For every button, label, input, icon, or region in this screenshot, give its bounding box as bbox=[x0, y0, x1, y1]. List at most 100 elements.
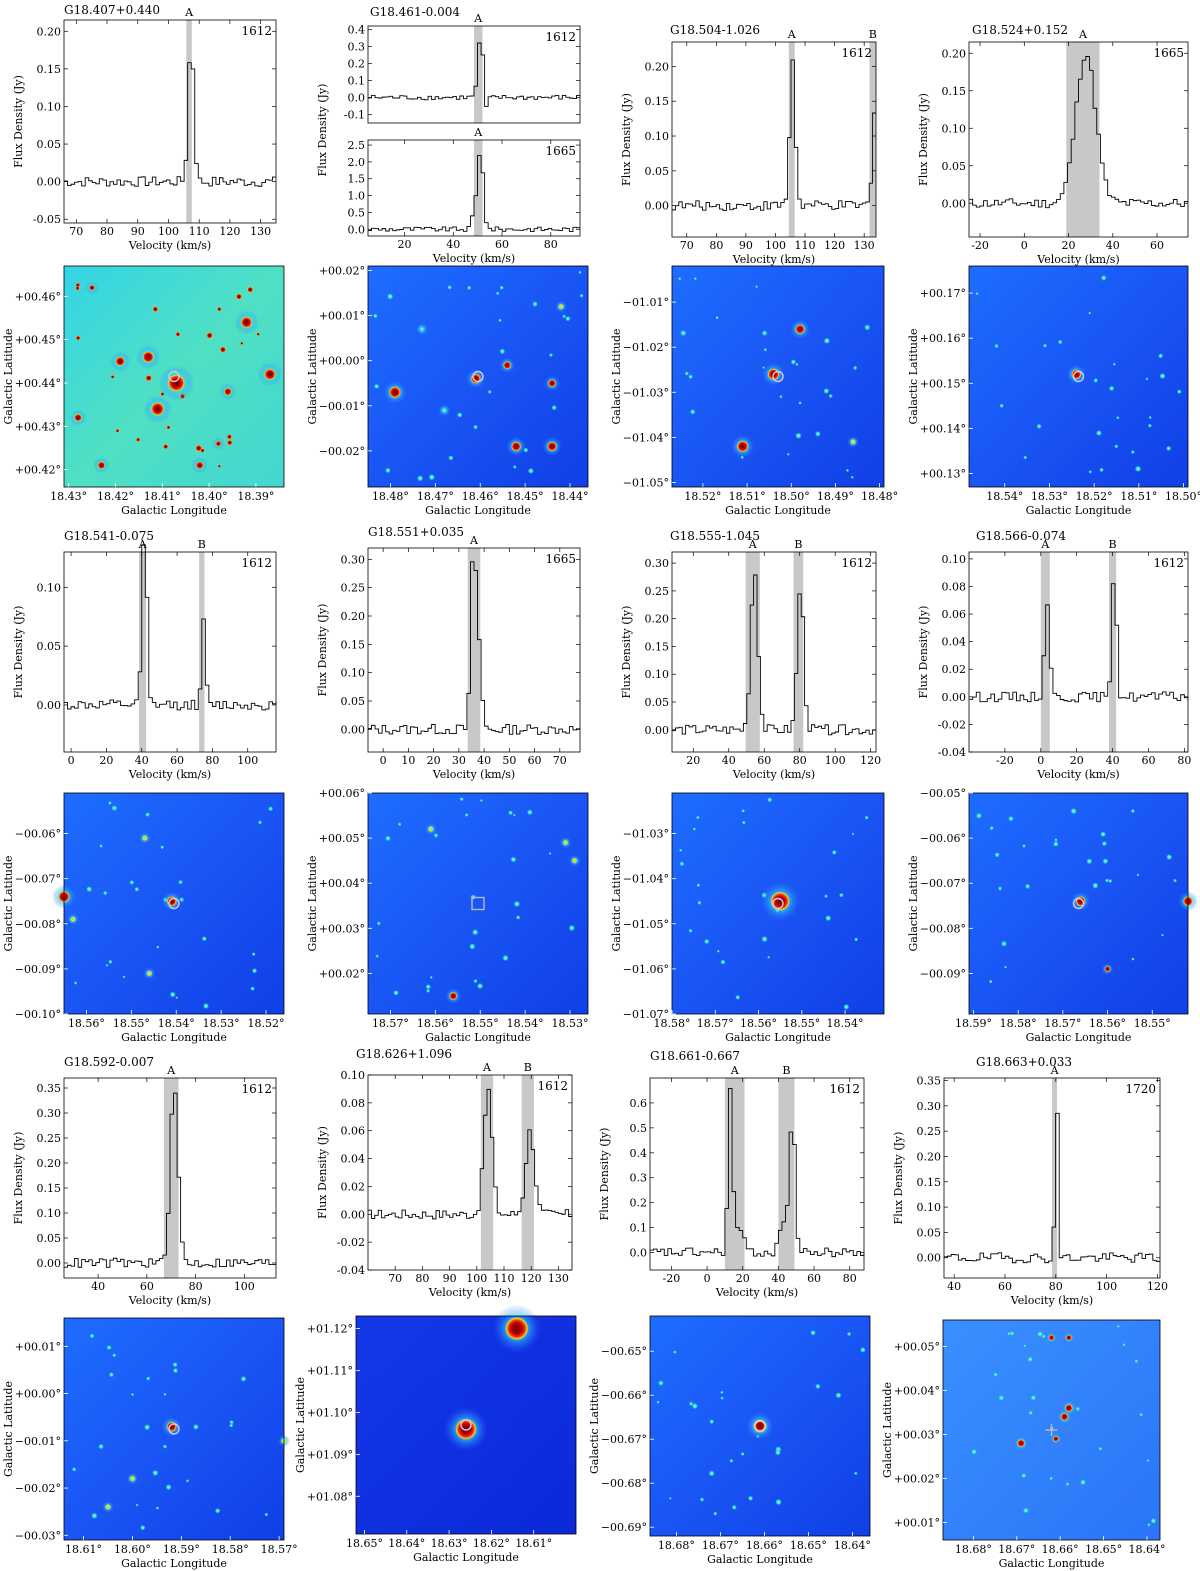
background-star bbox=[823, 337, 831, 345]
background-star bbox=[235, 293, 243, 300]
background-star bbox=[162, 1444, 168, 1449]
component-label: A bbox=[469, 534, 479, 547]
y-tick-label: 0.06 bbox=[341, 1125, 366, 1138]
background-star bbox=[809, 1329, 817, 1336]
plot-frame bbox=[671, 41, 877, 238]
x-tick-label: 130 bbox=[548, 1272, 569, 1285]
y-tick-label: 0.5 bbox=[348, 206, 366, 219]
lat-tick-label: +01.08° bbox=[307, 1490, 353, 1503]
y-tick-label: 0.15 bbox=[917, 1176, 942, 1189]
star bbox=[129, 1475, 136, 1482]
background-star bbox=[1116, 1324, 1121, 1329]
lon-tick-label: 18.56° bbox=[740, 1017, 777, 1030]
background-star bbox=[763, 347, 768, 352]
plot-frame bbox=[968, 41, 1189, 238]
x-tick-label: 20 bbox=[686, 754, 700, 767]
background-star bbox=[416, 474, 424, 482]
background-star bbox=[163, 1392, 167, 1396]
background-star bbox=[1145, 377, 1149, 381]
background-star bbox=[1041, 1334, 1047, 1339]
background-star bbox=[1003, 965, 1008, 969]
y-tick-label: 0.05 bbox=[341, 695, 366, 708]
background-star bbox=[185, 1479, 190, 1483]
y-tick-label: 0.00 bbox=[37, 1257, 62, 1270]
x-tick-label: 100 bbox=[466, 1272, 487, 1285]
y-tick-label: 0.00 bbox=[917, 1252, 942, 1265]
y-tick-label: 0.04 bbox=[942, 636, 967, 649]
background-star bbox=[1148, 415, 1152, 420]
x-tick-label: 70 bbox=[69, 225, 83, 238]
star bbox=[195, 461, 204, 470]
source-marker-circle bbox=[1072, 370, 1085, 383]
x-tick-label: 30 bbox=[452, 754, 466, 767]
star bbox=[105, 1503, 111, 1510]
image-frame bbox=[968, 265, 1189, 488]
background-star bbox=[206, 332, 213, 339]
plot-frame bbox=[968, 551, 1189, 753]
background-star bbox=[384, 835, 392, 842]
background-star bbox=[433, 832, 439, 839]
y-tick-label: 0.3 bbox=[630, 1172, 648, 1185]
background-star bbox=[668, 1496, 672, 1500]
image-x-axis-label: Galactic Longitude bbox=[121, 1557, 227, 1570]
sky-image-panel: 18.54° 18.53° 18.52° 18.51° 18.50° +00.13° +00… bbox=[907, 265, 1200, 517]
background-star bbox=[970, 1448, 978, 1456]
background-star bbox=[219, 346, 227, 353]
x-axis-label: Velocity (km/s) bbox=[428, 1286, 511, 1299]
background-star bbox=[578, 270, 582, 275]
y-tick-label: 0.30 bbox=[341, 553, 366, 566]
x-tick-label: 80 bbox=[843, 1272, 857, 1285]
lon-tick-label: 18.66° bbox=[746, 1539, 783, 1552]
x-axis-label: Velocity (km/s) bbox=[715, 1286, 798, 1299]
background-star bbox=[693, 276, 698, 281]
x-axis-label: Velocity (km/s) bbox=[128, 768, 211, 781]
x-tick-label: 110 bbox=[494, 1272, 515, 1285]
star bbox=[504, 1316, 529, 1341]
background-star bbox=[1172, 878, 1178, 883]
spectrum-panel: A 20 40 60 80 0.0 0.5 1.0 1.5 2.0 2.5 1665 Velocity … bbox=[348, 126, 581, 265]
background-star bbox=[1099, 831, 1107, 838]
background-star bbox=[172, 1367, 179, 1374]
background-star bbox=[247, 286, 254, 293]
background-star bbox=[1157, 353, 1164, 359]
background-star bbox=[89, 1333, 95, 1339]
background-star bbox=[1093, 377, 1099, 384]
x-tick-label: 60 bbox=[1150, 239, 1164, 252]
background-star bbox=[200, 448, 205, 453]
background-star bbox=[729, 1458, 734, 1464]
background-star bbox=[495, 291, 500, 296]
lon-tick-label: 18.56° bbox=[417, 1017, 454, 1030]
component-label: B bbox=[524, 1061, 532, 1074]
lon-tick-label: 18.46° bbox=[462, 490, 499, 503]
background-star bbox=[108, 1371, 115, 1378]
x-tick-label: 0 bbox=[704, 1272, 711, 1285]
y-tick-label: 0.20 bbox=[942, 47, 967, 60]
lon-tick-label: 18.61° bbox=[65, 1543, 102, 1556]
background-star bbox=[716, 949, 720, 953]
background-star bbox=[98, 1443, 105, 1450]
background-star bbox=[1052, 840, 1059, 848]
background-star bbox=[1134, 465, 1142, 473]
background-star bbox=[144, 811, 151, 818]
background-star bbox=[507, 810, 514, 816]
background-star bbox=[373, 383, 380, 390]
y-tick-label: 0.15 bbox=[341, 638, 366, 651]
lon-tick-label: 18.54° bbox=[986, 490, 1023, 503]
background-star bbox=[1024, 883, 1031, 890]
background-star bbox=[766, 797, 773, 803]
maser-line-label: 1720 bbox=[1125, 1082, 1156, 1096]
lon-tick-label: 18.59° bbox=[163, 1543, 200, 1556]
background-star bbox=[1112, 362, 1117, 366]
background-star bbox=[741, 808, 746, 813]
x-tick-label: 100 bbox=[158, 225, 179, 238]
background-star bbox=[1036, 423, 1042, 430]
star bbox=[263, 368, 276, 381]
source-marker-circle bbox=[754, 1420, 766, 1432]
x-tick-label: 100 bbox=[825, 754, 846, 767]
y-tick-label: 1.0 bbox=[348, 190, 366, 203]
star bbox=[97, 461, 106, 470]
component-band bbox=[1109, 552, 1117, 752]
background-star bbox=[251, 952, 256, 957]
x-tick-label: -20 bbox=[663, 1272, 681, 1285]
x-tick-label: 80 bbox=[205, 754, 219, 767]
